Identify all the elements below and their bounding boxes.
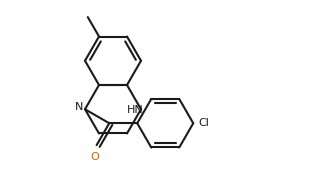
Text: N: N: [75, 102, 83, 112]
Text: O: O: [90, 152, 99, 162]
Text: Cl: Cl: [198, 118, 209, 128]
Text: HN: HN: [127, 105, 143, 115]
